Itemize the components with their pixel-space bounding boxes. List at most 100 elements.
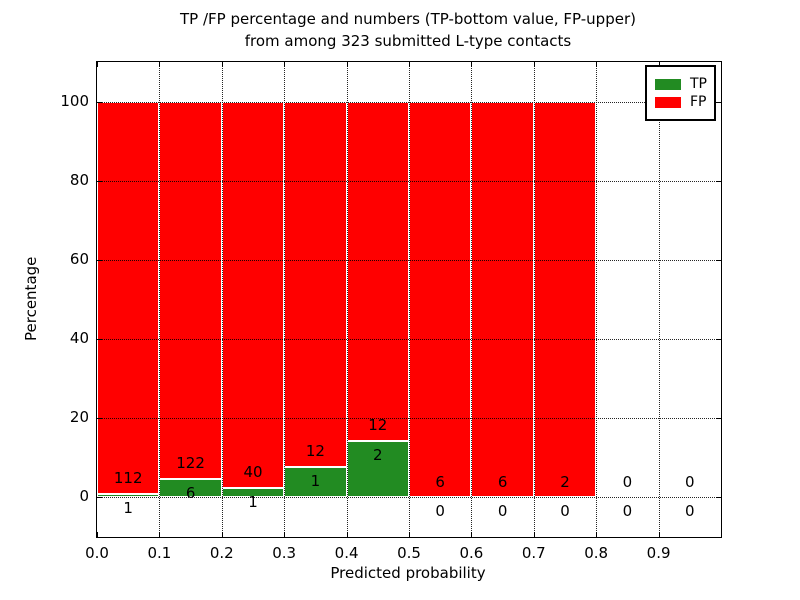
x-gridline (533, 62, 535, 537)
fp-bar (471, 101, 534, 498)
fp-count-label: 6 (497, 472, 508, 491)
x-tick-mark-top (159, 62, 161, 67)
fp-count-label: 0 (685, 472, 695, 491)
y-tick-mark-right (716, 101, 721, 103)
y-tick-mark-right (716, 259, 721, 261)
plot-area: 112 1 122 6 40 1 12 1 12 2 6 0 6 0 2 0 0 0 0 0 0 20 40 60 80 100 0… (60, 61, 722, 562)
x-gridline (658, 62, 660, 537)
x-gridline (159, 62, 161, 537)
x-tick-mark (658, 532, 660, 537)
fp-count-label: 2 (560, 472, 570, 491)
y-tick-mark (97, 180, 102, 182)
y-tick-mark (97, 101, 102, 103)
x-tick-label: 0.7 (521, 544, 546, 562)
tp-count-label: 1 (248, 492, 258, 511)
x-tick-label: 0.0 (85, 544, 109, 562)
y-tick-label: 0 (79, 487, 89, 506)
fp-count-label: 6 (435, 472, 445, 491)
tp-count-label: 6 (185, 483, 196, 502)
y-tick-mark-right (716, 497, 721, 499)
y-tick-label: 100 (60, 91, 89, 110)
legend: TP FP (645, 65, 716, 121)
x-tick-label: 0.6 (459, 544, 484, 562)
y-tick-mark (97, 339, 102, 341)
legend-label-fp: FP (690, 94, 707, 110)
y-tick-label: 60 (69, 249, 89, 268)
x-tick-mark-top (533, 62, 535, 67)
tp-bar (97, 493, 160, 498)
tp-count-label: 1 (123, 498, 133, 517)
x-tick-mark-top (284, 62, 286, 67)
x-tick-mark (346, 532, 348, 537)
x-tick-label: 0.1 (147, 544, 172, 562)
x-tick-mark-top (221, 62, 223, 67)
x-gridline (409, 62, 410, 537)
tp-count-label: 0 (622, 502, 633, 521)
x-tick-mark (284, 532, 286, 537)
legend-row-tp: TP (655, 76, 707, 92)
tp-count-label: 0 (560, 502, 570, 521)
x-tick-mark-top (97, 62, 98, 67)
tp-count-label: 0 (685, 502, 695, 521)
x-gridline (346, 62, 348, 537)
chart-title-line1: TP /FP percentage and numbers (TP-bottom… (180, 10, 636, 28)
fp-count-label: 122 (176, 454, 205, 473)
x-tick-mark (97, 532, 98, 537)
x-tick-mark (471, 532, 473, 537)
x-tick-mark (533, 532, 535, 537)
legend-label-tp: TP (690, 76, 707, 92)
x-tick-label: 0.2 (209, 544, 234, 562)
x-gridline (284, 62, 286, 537)
y-tick-label: 20 (69, 408, 89, 427)
tp-count-label: 0 (497, 502, 508, 521)
x-tick-mark-top (471, 62, 473, 67)
fp-count-label: 12 (368, 416, 388, 435)
fp-bar (221, 101, 285, 488)
y-tick-mark-right (716, 339, 721, 341)
x-tick-mark-top (346, 62, 348, 67)
x-gridline (471, 62, 473, 537)
chart-title: TP /FP percentage and numbers (TP-bottom… (96, 8, 720, 52)
y-tick-label: 80 (69, 170, 89, 189)
tp-bar (346, 440, 409, 498)
x-tick-mark (596, 532, 598, 537)
fp-color-swatch (655, 96, 681, 108)
chart-title-line2: from among 323 submitted L-type contacts (244, 32, 572, 50)
y-tick-mark (97, 418, 102, 420)
x-tick-label: 0.4 (334, 544, 359, 562)
tp-bar (284, 466, 347, 498)
y-tick-mark-right (716, 180, 721, 182)
y-axis-label: Percentage (22, 256, 40, 342)
tp-count-label: 1 (310, 471, 321, 490)
x-axis-label: Predicted probability (330, 564, 486, 582)
x-tick-label: 0.8 (584, 544, 609, 562)
x-tick-mark (409, 532, 410, 537)
fp-bar (346, 101, 409, 441)
y-tick-label: 40 (69, 329, 89, 348)
fp-bar (409, 101, 472, 498)
x-gridline (596, 62, 598, 537)
fp-bar (159, 101, 222, 479)
fp-count-label: 12 (305, 442, 325, 461)
tp-color-swatch (655, 78, 681, 90)
fp-bar (97, 101, 160, 494)
fp-bar (533, 101, 597, 498)
x-gridline (221, 62, 223, 537)
y-tick-mark-right (716, 418, 721, 420)
x-tick-mark (221, 532, 223, 537)
x-tick-mark (159, 532, 161, 537)
x-tick-label: 0.3 (272, 544, 297, 562)
x-tick-mark-top (409, 62, 410, 67)
legend-row-fp: FP (655, 94, 707, 110)
fp-count-label: 0 (622, 472, 633, 491)
x-tick-label: 0.5 (397, 544, 421, 562)
x-tick-mark-top (658, 62, 660, 67)
tp-count-label: 0 (435, 502, 445, 521)
fp-bar (284, 101, 347, 467)
y-tick-mark (97, 497, 102, 499)
y-tick-mark (97, 259, 102, 261)
tp-count-label: 2 (373, 445, 383, 464)
x-tick-label: 0.9 (646, 544, 671, 562)
fp-count-label: 112 (113, 469, 143, 488)
